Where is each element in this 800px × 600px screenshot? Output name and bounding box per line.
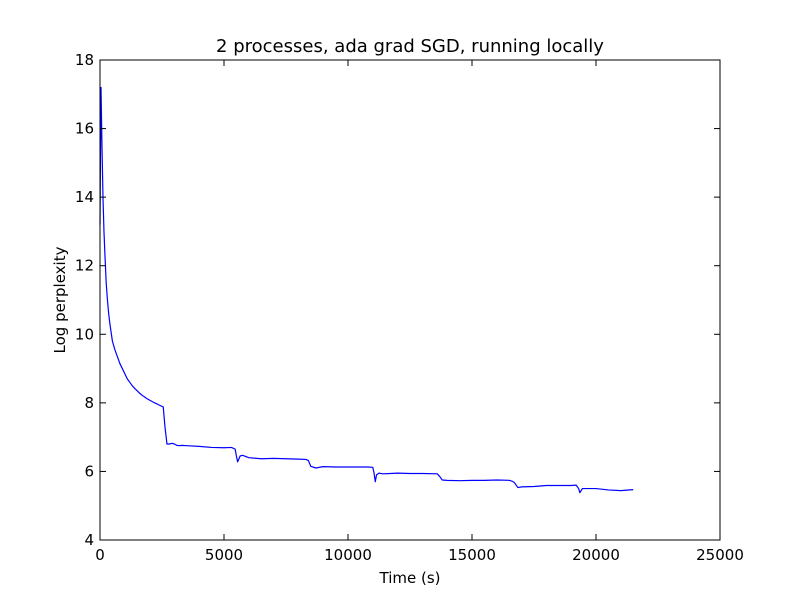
y-tick-label: 18 — [75, 51, 94, 69]
y-tick-label: 10 — [75, 325, 94, 343]
x-tick-label: 0 — [95, 546, 105, 564]
x-tick-label: 25000 — [696, 546, 744, 564]
ticks-layer: 0 5000 10000 15000 20000 25000 4 6 8 10 12 14 16 18 — [75, 51, 744, 564]
x-tick-label: 20000 — [572, 546, 620, 564]
y-tick-label: 16 — [75, 120, 94, 138]
y-tick-label: 6 — [84, 462, 94, 480]
y-tick-label: 8 — [84, 394, 94, 412]
x-tick-label: 15000 — [448, 546, 496, 564]
y-axis-label: Log perplexity — [51, 246, 69, 353]
plot-frame — [99, 59, 721, 541]
series-line-1 — [99, 86, 634, 494]
y-tick-label: 12 — [75, 257, 94, 275]
y-tick-label: 4 — [84, 531, 94, 549]
plot-area — [100, 60, 720, 540]
series-layer — [99, 86, 634, 494]
chart-title: 2 processes, ada grad SGD, running local… — [216, 36, 604, 57]
x-tick-label: 10000 — [324, 546, 372, 564]
y-tick-label: 14 — [75, 188, 94, 206]
x-axis-label: Time (s) — [379, 569, 441, 587]
x-tick-label: 5000 — [205, 546, 243, 564]
